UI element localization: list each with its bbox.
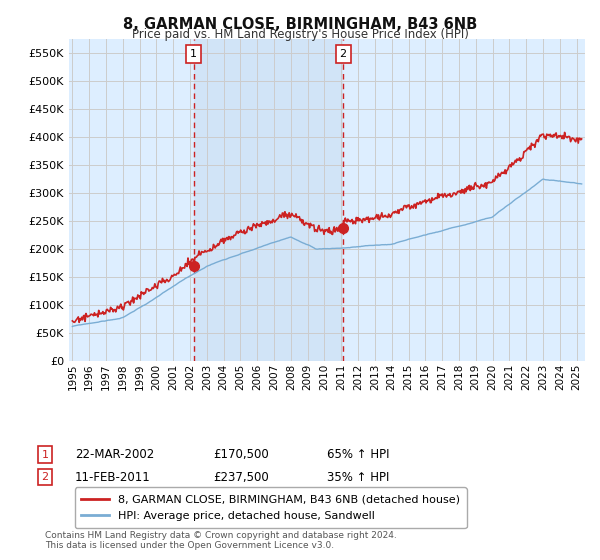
Text: 1: 1 bbox=[190, 49, 197, 59]
Text: 2: 2 bbox=[340, 49, 347, 59]
Text: 65% ↑ HPI: 65% ↑ HPI bbox=[327, 448, 389, 461]
Text: 1: 1 bbox=[41, 450, 49, 460]
Text: 35% ↑ HPI: 35% ↑ HPI bbox=[327, 470, 389, 484]
Text: 11-FEB-2011: 11-FEB-2011 bbox=[75, 470, 151, 484]
Text: Price paid vs. HM Land Registry's House Price Index (HPI): Price paid vs. HM Land Registry's House … bbox=[131, 28, 469, 41]
Legend: 8, GARMAN CLOSE, BIRMINGHAM, B43 6NB (detached house), HPI: Average price, detac: 8, GARMAN CLOSE, BIRMINGHAM, B43 6NB (de… bbox=[74, 487, 467, 528]
Bar bbox=[194, 39, 343, 361]
Text: Contains HM Land Registry data © Crown copyright and database right 2024.
This d: Contains HM Land Registry data © Crown c… bbox=[45, 530, 397, 550]
Text: £237,500: £237,500 bbox=[213, 470, 269, 484]
Text: 8, GARMAN CLOSE, BIRMINGHAM, B43 6NB: 8, GARMAN CLOSE, BIRMINGHAM, B43 6NB bbox=[123, 17, 477, 32]
Text: 2: 2 bbox=[41, 472, 49, 482]
Text: 22-MAR-2002: 22-MAR-2002 bbox=[75, 448, 154, 461]
Text: £170,500: £170,500 bbox=[213, 448, 269, 461]
